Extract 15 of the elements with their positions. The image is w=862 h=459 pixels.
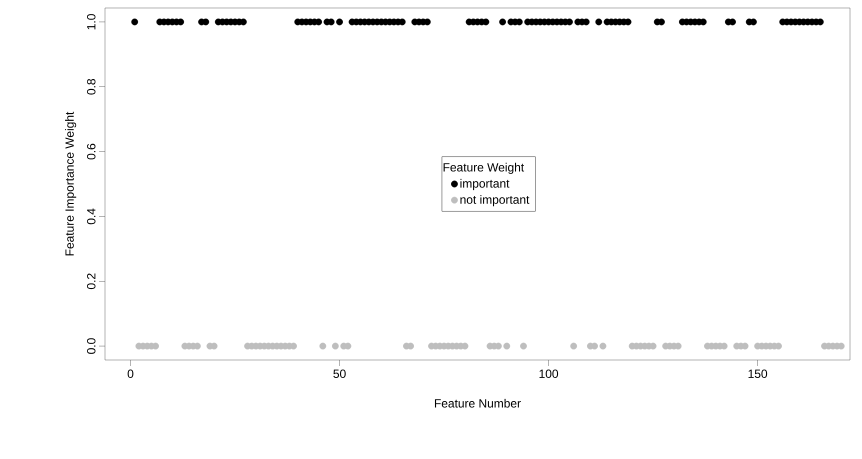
legend-title: Feature Weight <box>444 162 524 174</box>
x-tick-label: 50 <box>333 370 346 378</box>
x-tick-label: 0 <box>128 370 134 378</box>
y-tick-label: 0.8 <box>87 78 96 95</box>
x-tick-label: 150 <box>748 370 768 378</box>
y-tick-label: 0.4 <box>87 208 96 224</box>
y-axis-title: Feature Importance Weight <box>65 112 76 256</box>
x-tick-label: 100 <box>540 370 558 378</box>
y-tick-label: 0.0 <box>87 338 96 354</box>
legend-label: not important <box>460 195 530 206</box>
legend-label: important <box>460 178 510 190</box>
y-tick-label: 0.6 <box>87 144 96 160</box>
y-tick-label: 1.0 <box>87 14 96 30</box>
y-tick-label: 0.2 <box>87 274 96 290</box>
x-axis-title: Feature Number <box>434 398 521 408</box>
